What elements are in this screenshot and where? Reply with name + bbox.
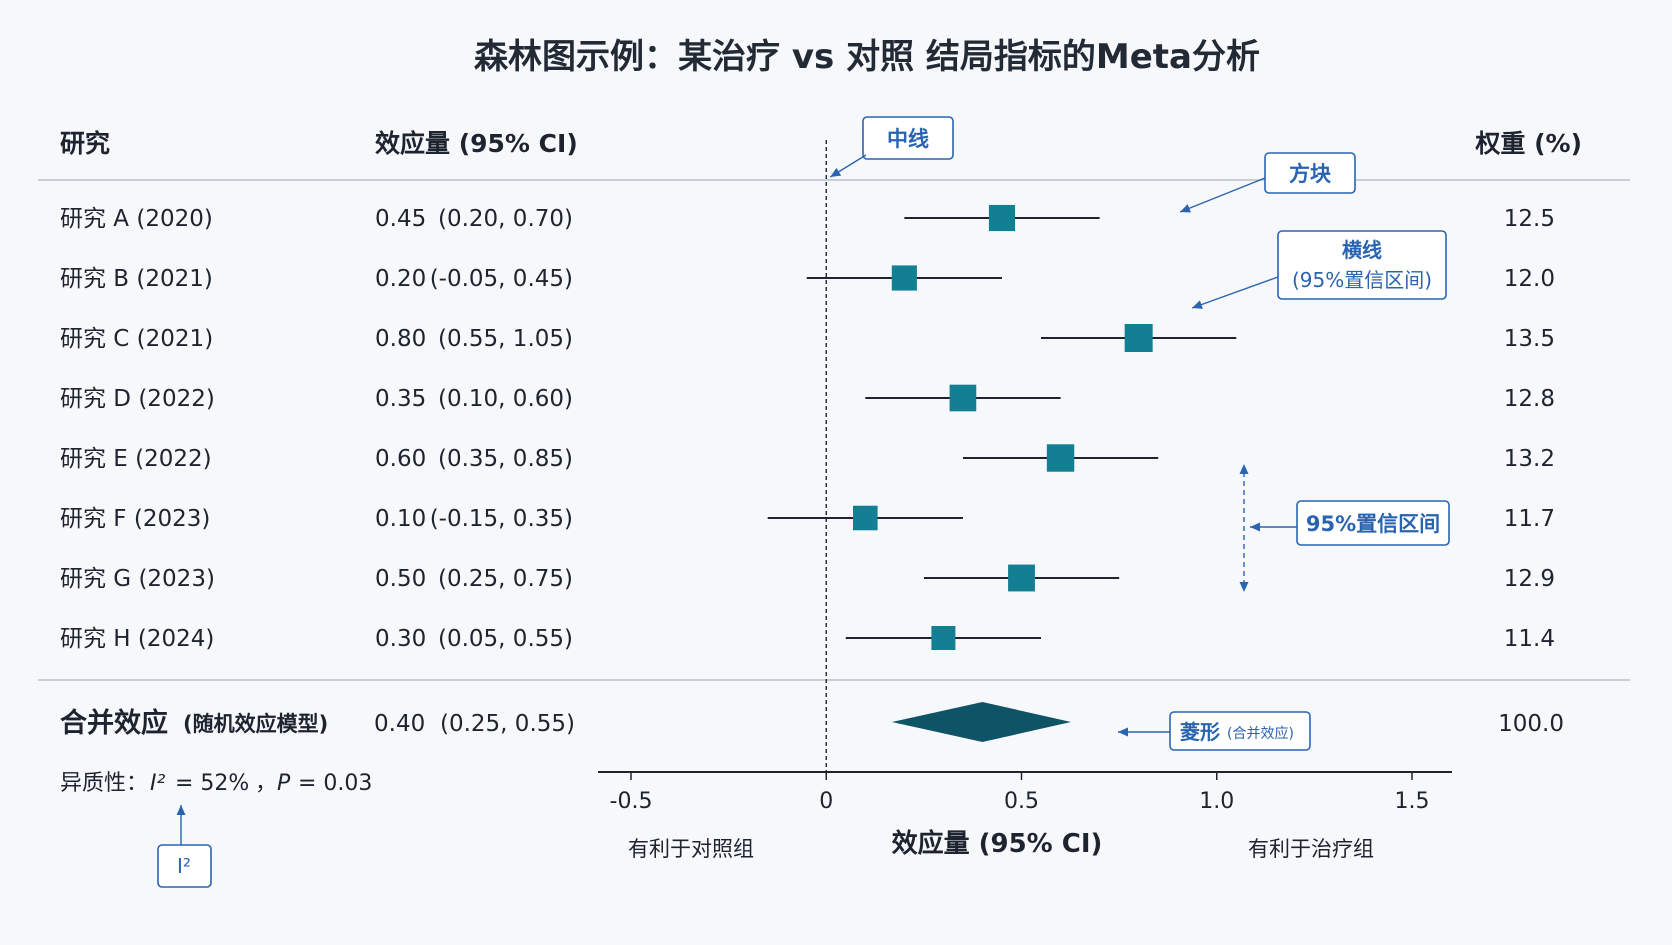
study-ci: (0.55, 1.05) xyxy=(438,326,573,352)
callout-diamond-text: 菱形 xyxy=(1180,720,1220,744)
callout-i2-text: I² xyxy=(177,854,191,878)
effect-square xyxy=(1008,564,1035,592)
callout-ci-bracket-text: 95%置信区间 xyxy=(1306,512,1440,536)
effect-square xyxy=(931,626,956,650)
study-estimate: 0.45 xyxy=(375,206,426,232)
arrow-ci-line-head xyxy=(1192,300,1203,309)
callout-center-line-text: 中线 xyxy=(887,127,929,151)
study-weight: 12.9 xyxy=(1504,566,1555,592)
study-ci: (-0.15, 0.35) xyxy=(430,506,573,532)
study-estimate: 0.20 xyxy=(375,266,426,292)
study-label: 研究 D (2022) xyxy=(60,386,215,412)
effect-square xyxy=(853,505,878,531)
ci-bracket-head-top xyxy=(1239,464,1249,474)
study-label: 研究 B (2021) xyxy=(60,266,213,292)
effect-square xyxy=(1046,444,1075,472)
callout-square xyxy=(1264,152,1356,194)
study-label: 研究 C (2021) xyxy=(60,326,213,352)
study-ci: (0.20, 0.70) xyxy=(438,206,573,232)
i2-symbol: I² xyxy=(150,771,165,796)
study-weight: 13.5 xyxy=(1504,326,1555,352)
effect-square xyxy=(988,204,1016,232)
callout-ci-line xyxy=(1277,230,1447,300)
pooled-estimate: 0.40 xyxy=(374,711,425,737)
callout-diamond-subtext: (合并效应) xyxy=(1227,725,1294,742)
p-symbol: P xyxy=(277,771,291,796)
study-estimate: 0.10 xyxy=(375,506,426,532)
study-ci: (-0.05, 0.45) xyxy=(430,266,573,292)
header-weight: 权重 (%) xyxy=(1474,129,1582,158)
pooled-ci: (0.25, 0.55) xyxy=(440,711,575,737)
pooled-diamond xyxy=(891,702,1072,742)
arrow-center-line-head xyxy=(830,167,842,177)
arrow-diamond-head xyxy=(1118,727,1128,737)
favours-treatment-label: 有利于治疗组 xyxy=(1248,837,1374,861)
x-tick-label: 0.5 xyxy=(1004,789,1039,814)
pooled-weight: 100.0 xyxy=(1498,711,1564,737)
study-ci: (0.05, 0.55) xyxy=(438,626,573,652)
study-ci: (0.10, 0.60) xyxy=(438,386,573,412)
x-tick-label: 1.5 xyxy=(1395,789,1430,814)
study-estimate: 0.60 xyxy=(375,446,426,472)
study-estimate: 0.80 xyxy=(375,326,426,352)
arrow-i2-head xyxy=(176,805,186,815)
header-effect: 效应量 (95% CI) xyxy=(375,129,578,158)
i2-value: = 52% xyxy=(175,771,249,796)
study-weight: 11.7 xyxy=(1504,506,1555,532)
p-value: = 0.03 xyxy=(298,771,372,796)
study-label: 研究 A (2020) xyxy=(60,206,213,232)
study-label: 研究 H (2024) xyxy=(60,626,214,652)
heterogeneity-label: 异质性： xyxy=(60,771,148,796)
ci-bracket-head-bottom xyxy=(1239,582,1249,592)
study-weight: 11.4 xyxy=(1504,626,1555,652)
favours-control-label: 有利于对照组 xyxy=(628,837,754,861)
header-study: 研究 xyxy=(60,129,110,158)
study-label: 研究 F (2023) xyxy=(60,506,210,532)
callout-ci-line-subtitle: (95%置信区间) xyxy=(1292,268,1432,292)
study-ci: (0.35, 0.85) xyxy=(438,446,573,472)
callout-ci-line-title: 横线 xyxy=(1342,238,1382,262)
study-estimate: 0.30 xyxy=(375,626,426,652)
study-weight: 12.8 xyxy=(1504,386,1555,412)
callout-diamond xyxy=(1169,711,1311,751)
study-weight: 13.2 xyxy=(1504,446,1555,472)
callout-square-text: 方块 xyxy=(1289,162,1332,186)
study-estimate: 0.35 xyxy=(375,386,426,412)
callout-ci-bracket xyxy=(1296,500,1450,546)
study-label: 研究 G (2023) xyxy=(60,566,215,592)
arrow-square-head xyxy=(1180,204,1191,213)
heterogeneity-separator: ， xyxy=(255,771,277,796)
study-weight: 12.0 xyxy=(1504,266,1555,292)
x-tick-label: 1.0 xyxy=(1199,789,1234,814)
pooled-model: (随机效应模型) xyxy=(183,712,328,736)
callout-i2 xyxy=(157,844,212,888)
study-label: 研究 E (2022) xyxy=(60,446,212,472)
arrow-ci-line xyxy=(1191,276,1279,309)
chart-title: 森林图示例：某治疗 vs 对照 结局指标的Meta分析 xyxy=(474,37,1260,77)
effect-square xyxy=(891,265,917,291)
study-estimate: 0.50 xyxy=(375,566,426,592)
x-tick-label: -0.5 xyxy=(610,789,653,814)
callout-center-line xyxy=(862,116,954,160)
study-weight: 12.5 xyxy=(1504,206,1555,232)
x-tick-label: 0 xyxy=(819,789,833,814)
x-axis-label: 效应量 (95% CI) xyxy=(892,828,1103,859)
effect-square xyxy=(949,384,977,412)
arrow-ci-bracket-head xyxy=(1250,522,1260,532)
effect-square xyxy=(1124,324,1153,352)
pooled-label: 合并效应 xyxy=(60,707,168,739)
arrow-square xyxy=(1179,177,1266,213)
study-ci: (0.25, 0.75) xyxy=(438,566,573,592)
